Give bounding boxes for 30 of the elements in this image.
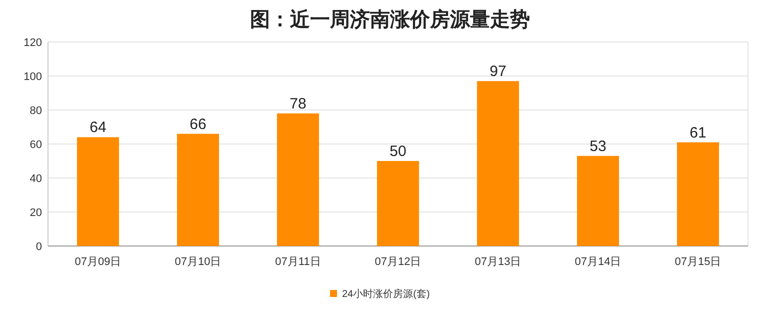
data-label: 64: [90, 119, 106, 136]
y-tick-label: 0: [36, 241, 42, 253]
x-tick-label: 07月12日: [374, 256, 422, 268]
bar: [477, 81, 519, 246]
bar: [177, 134, 219, 246]
data-label: 53: [590, 138, 606, 155]
y-tick-label: 40: [30, 173, 42, 185]
x-tick-label: 07月10日: [174, 256, 222, 268]
data-label: 66: [190, 116, 206, 133]
x-tick-label: 07月14日: [574, 256, 622, 268]
x-tick-label: 07月13日: [474, 256, 522, 268]
bar: [677, 142, 719, 246]
y-tick-label: 120: [24, 37, 42, 49]
data-label: 78: [290, 95, 306, 112]
y-tick-label: 60: [30, 139, 42, 151]
bar: [577, 156, 619, 246]
bar: [277, 113, 319, 246]
y-tick-label: 80: [30, 105, 42, 117]
data-label: 61: [690, 124, 706, 142]
data-label: 50: [390, 143, 406, 160]
y-tick-label: 20: [30, 207, 42, 219]
x-tick-label: 07月15日: [674, 256, 722, 268]
bar: [377, 161, 419, 246]
x-tick-label: 07月11日: [275, 256, 321, 268]
data-label: 97: [490, 63, 506, 80]
bar: [77, 137, 119, 246]
x-tick-label: 07月09日: [74, 256, 122, 268]
chart-title: 图：近一周济南涨价房源量走势: [250, 8, 530, 31]
legend-label: 24小时涨价房源(套): [342, 288, 430, 300]
y-tick-label: 100: [24, 71, 42, 83]
